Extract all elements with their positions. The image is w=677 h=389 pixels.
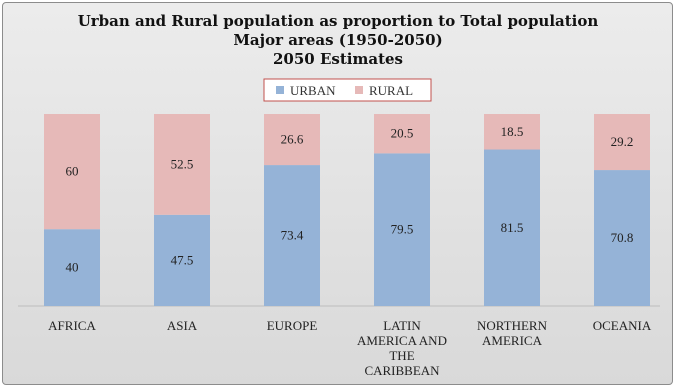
legend-label-rural: RURAL (369, 83, 413, 98)
data-label-urban-2: 73.4 (281, 228, 304, 243)
bar-rural-4 (484, 114, 540, 150)
x-tick-label-0-line-0: AFRICA (48, 318, 96, 333)
chart-legend: URBAN RURAL (263, 78, 432, 102)
chart-frame (2, 2, 673, 385)
bars-group (44, 114, 650, 306)
legend-label-urban: URBAN (290, 83, 336, 98)
bar-rural-1 (154, 114, 210, 215)
x-tick-label-4-line-1: AMERICA (482, 333, 543, 348)
x-tick-label-4-line-0: NORTHERN (477, 318, 548, 333)
bar-urban-1 (154, 214, 210, 306)
bar-urban-3 (374, 153, 430, 306)
bar-rural-3 (374, 114, 430, 154)
x-tick-label-3-line-2: THE (389, 348, 414, 363)
bar-rural-5 (594, 114, 650, 171)
legend-swatch-urban (276, 86, 284, 94)
data-label-urban-3: 79.5 (391, 222, 414, 237)
legend-swatch-rural (355, 86, 363, 94)
bar-rural-0 (44, 114, 100, 230)
data-label-rural-0: 60 (66, 164, 79, 179)
data-label-urban-4: 81.5 (501, 220, 524, 235)
x-tick-label-3-line-1: AMERICA AND (357, 333, 447, 348)
bar-urban-2 (264, 165, 320, 306)
bar-urban-5 (594, 170, 650, 306)
chart-title-line-3: 2050 Estimates (273, 50, 403, 68)
data-label-rural-5: 29.2 (611, 134, 634, 149)
data-labels-group: 40 60 47.5 52.5 73.4 26.6 79.5 20.5 81.5 18.5 70.8… (66, 124, 634, 275)
x-tick-label-2-line-0: EUROPE (267, 318, 318, 333)
chart-title-line-1: Urban and Rural population as proportion… (78, 12, 599, 30)
bar-urban-4 (484, 149, 540, 306)
chart-title: Urban and Rural population as proportion… (78, 12, 599, 68)
data-label-urban-5: 70.8 (611, 230, 634, 245)
data-label-rural-1: 52.5 (171, 156, 194, 171)
data-label-rural-3: 20.5 (391, 126, 414, 141)
x-tick-label-3-line-0: LATIN (383, 318, 421, 333)
data-label-rural-2: 26.6 (281, 132, 304, 147)
x-tick-label-1-line-0: ASIA (167, 318, 198, 333)
legend-box (263, 78, 432, 102)
data-label-urban-1: 47.5 (171, 252, 194, 267)
data-label-rural-4: 18.5 (501, 124, 524, 139)
x-tick-label-3-line-3: CARIBBEAN (364, 363, 440, 378)
data-label-urban-0: 40 (66, 260, 79, 275)
bar-urban-0 (44, 229, 100, 306)
x-tick-label-5-line-0: OCEANIA (593, 318, 652, 333)
chart-title-line-2: Major areas (1950-2050) (233, 31, 442, 49)
bar-rural-2 (264, 114, 320, 166)
